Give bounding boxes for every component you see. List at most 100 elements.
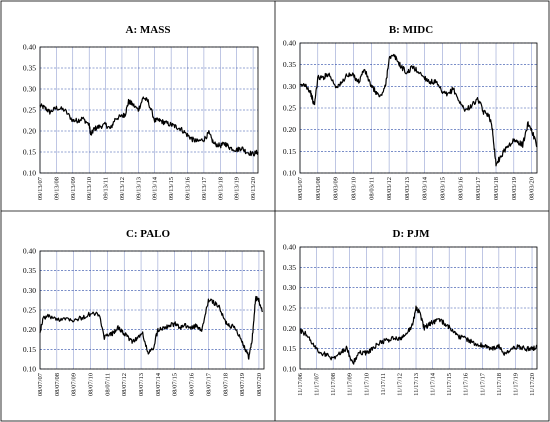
y-tick-label: 0.20 xyxy=(283,324,296,333)
x-tick-label: 09/13/14 xyxy=(152,176,159,200)
y-tick-label: 0.15 xyxy=(283,344,296,353)
plot-area xyxy=(299,42,538,174)
y-tick-label: 0.25 xyxy=(283,304,296,313)
x-tick-label: 09/13/11 xyxy=(103,177,110,200)
y-tick-label: 0.35 xyxy=(283,60,296,69)
x-tick-label: 11/17/12 xyxy=(396,373,403,396)
x-tick-label: 09/13/20 xyxy=(250,177,257,200)
x-tick-label: 08/03/08 xyxy=(315,177,322,200)
x-tick-label: 11/17/16 xyxy=(463,372,470,396)
x-tick-label: 08/03/13 xyxy=(404,177,411,200)
x-tick-label: 09/13/07 xyxy=(37,176,44,200)
panel-b-title: B: MIDC xyxy=(389,24,433,36)
x-tick-label: 08/03/15 xyxy=(440,177,447,200)
series-line xyxy=(39,96,259,157)
y-tick-label: 0.30 xyxy=(283,82,296,91)
x-tick-label: 11/17/19 xyxy=(512,373,519,396)
y-tick-label: 0.30 xyxy=(23,286,36,295)
y-tick-label: 0.35 xyxy=(283,263,296,272)
x-tick-label: 11/17/18 xyxy=(496,373,503,396)
y-tick-label: 0.10 xyxy=(283,365,296,374)
x-tick-label: 09/13/15 xyxy=(168,177,175,200)
x-tick-label: 11/17/14 xyxy=(430,372,437,396)
x-tick-label: 08/07/17 xyxy=(205,372,212,396)
x-tick-label: 08/07/08 xyxy=(54,373,61,396)
y-tick-label: 0.40 xyxy=(283,39,296,48)
series-line xyxy=(299,305,538,365)
y-tick-label: 0.10 xyxy=(283,169,296,178)
x-tick-label: 11/17/08 xyxy=(330,373,337,396)
x-tick-label: 08/07/07 xyxy=(37,372,44,396)
plot-area xyxy=(299,246,538,370)
panel-c: C: PALO 0.10 0.15 0.20 0.25 0.30 0.35 0.40 08/0… xyxy=(23,228,265,396)
x-tick-label: 09/13/08 xyxy=(53,177,60,200)
x-tick-label: 11/17/09 xyxy=(347,373,354,396)
x-tick-label: 08/03/12 xyxy=(386,177,393,200)
x-tick-label: 11/17/17 xyxy=(479,372,486,396)
y-tick-label: 0.15 xyxy=(283,147,296,156)
panel-a: A: MASS 0.10 0.15 0.20 0.25 0.30 0.35 0.40 09/1… xyxy=(23,24,259,200)
x-tick-label: 08/03/14 xyxy=(422,176,429,200)
x-tick-label: 08/03/10 xyxy=(350,177,357,200)
x-tick-label: 11/17/13 xyxy=(413,373,420,396)
plot-area xyxy=(39,250,265,370)
y-tick-label: 0.20 xyxy=(283,125,296,134)
panel-c-plot: 0.10 0.15 0.20 0.25 0.30 0.35 0.40 08/07/07 08/0… xyxy=(23,247,265,396)
panel-d-plot: 0.10 0.15 0.20 0.25 0.30 0.35 0.40 11/17/06 11/1… xyxy=(283,243,538,396)
y-tick-label: 0.20 xyxy=(23,325,36,334)
x-tick-label: 09/13/10 xyxy=(86,177,93,200)
x-tick-label: 08/07/16 xyxy=(189,372,196,396)
x-tick-label: 11/17/20 xyxy=(529,373,536,396)
series-line xyxy=(39,295,263,360)
y-tick-label: 0.15 xyxy=(23,345,36,354)
x-tick-label: 11/17/07 xyxy=(314,372,321,396)
y-tick-label: 0.10 xyxy=(23,365,36,374)
x-tick-label: 08/07/18 xyxy=(222,373,229,396)
series-line xyxy=(299,53,538,167)
x-tick-label: 09/13/16 xyxy=(185,176,192,200)
x-tick-label: 09/13/17 xyxy=(201,176,208,200)
x-tick-label: 09/13/13 xyxy=(135,177,142,200)
x-tick-label: 09/13/18 xyxy=(217,177,224,200)
y-tick-label: 0.35 xyxy=(23,266,36,275)
x-tick-label: 08/07/13 xyxy=(138,373,145,396)
x-tick-label: 11/17/10 xyxy=(363,373,370,396)
x-tick-label: 08/03/07 xyxy=(297,176,304,200)
x-tick-label: 08/07/19 xyxy=(239,373,246,396)
panel-d-title: D: PJM xyxy=(393,228,431,240)
x-tick-label: 11/17/06 xyxy=(297,372,304,396)
x-tick-label: 08/03/11 xyxy=(368,177,375,200)
y-tick-label: 0.10 xyxy=(23,169,36,178)
x-tick-label: 09/13/19 xyxy=(234,177,241,200)
y-tick-label: 0.25 xyxy=(23,306,36,315)
plot-area xyxy=(39,46,259,174)
panel-b: B: MIDC 0.10 0.15 0.20 0.25 0.30 0.35 0.40 08/0… xyxy=(283,24,538,200)
y-tick-label: 0.20 xyxy=(23,127,36,136)
x-tick-label: 08/03/09 xyxy=(333,177,340,200)
panel-a-plot: 0.10 0.15 0.20 0.25 0.30 0.35 0.40 09/13/07 09/1… xyxy=(23,43,259,200)
y-tick-label: 0.40 xyxy=(23,43,36,52)
x-tick-label: 08/07/15 xyxy=(172,373,179,396)
panel-d: D: PJM 0.10 0.15 0.20 0.25 0.30 0.35 0.40 11/17… xyxy=(283,228,538,396)
y-tick-label: 0.25 xyxy=(23,106,36,115)
y-tick-label: 0.30 xyxy=(23,85,36,94)
x-tick-label: 08/07/12 xyxy=(121,373,128,396)
x-tick-label: 08/07/14 xyxy=(155,372,162,396)
y-tick-label: 0.35 xyxy=(23,64,36,73)
x-tick-label: 08/03/17 xyxy=(475,176,482,200)
panel-b-plot: 0.10 0.15 0.20 0.25 0.30 0.35 0.40 08/03/07 08/0… xyxy=(283,39,538,200)
x-tick-label: 09/13/12 xyxy=(119,177,126,200)
x-tick-label: 08/03/19 xyxy=(511,177,518,200)
x-tick-label: 08/07/10 xyxy=(88,373,95,396)
x-tick-label: 11/17/15 xyxy=(446,373,453,396)
y-tick-label: 0.30 xyxy=(283,283,296,292)
x-tick-label: 08/03/16 xyxy=(457,176,464,200)
x-tick-label: 08/03/20 xyxy=(529,177,536,200)
y-tick-label: 0.15 xyxy=(23,148,36,157)
y-tick-label: 0.40 xyxy=(23,247,36,256)
x-tick-label: 11/17/11 xyxy=(380,373,387,396)
y-tick-label: 0.25 xyxy=(283,104,296,113)
panel-a-title: A: MASS xyxy=(126,24,171,36)
panel-c-title: C: PALO xyxy=(126,228,171,240)
